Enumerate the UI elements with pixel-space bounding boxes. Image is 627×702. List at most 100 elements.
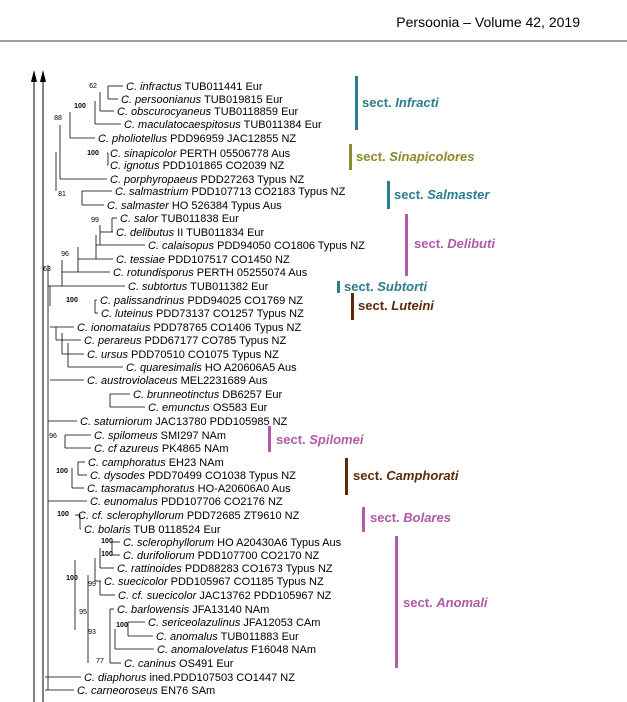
taxon-label: C. ignotus PDD101865 CO2039 NZ xyxy=(110,160,285,172)
taxon-label: C. maculatocaespitosus TUB011384 Eur xyxy=(124,119,322,131)
section-label: sect. Bolares xyxy=(370,510,451,525)
taxon-label: C. anomalus TUB011883 Eur xyxy=(156,631,299,643)
section-prefix: sect. xyxy=(394,187,424,202)
taxon-name: C. saturniorum xyxy=(80,416,152,428)
taxon-voucher: PDD70499 CO1038 Typus NZ xyxy=(148,470,296,482)
taxon-voucher: PDD72685 ZT9610 NZ xyxy=(187,510,300,522)
taxon-name: C. palissandrinus xyxy=(100,295,185,307)
taxon-name: C. austroviolaceus xyxy=(87,375,178,387)
taxon-name: C. cf. sclerophyllorum xyxy=(78,510,184,522)
taxon-name: C. bolaris xyxy=(84,524,131,536)
taxon-name: C. maculatocaespitosus xyxy=(124,119,241,131)
section-prefix: sect. xyxy=(344,279,374,294)
taxon-voucher: PDD107713 CO2183 Typus NZ xyxy=(191,186,345,198)
taxon-name: C. salmastrium xyxy=(115,186,188,198)
section-prefix: sect. xyxy=(414,236,444,251)
support-value: 93 xyxy=(88,629,96,636)
taxon-voucher: OS583 Eur xyxy=(213,402,268,414)
support-value: 88 xyxy=(54,115,62,122)
section-name: Subtorti xyxy=(377,279,427,294)
taxon-voucher: JFA12053 CAm xyxy=(243,617,320,629)
support-value: 100 xyxy=(66,575,78,582)
section-label: sect. Sinapicolores xyxy=(356,149,475,164)
taxon-voucher: JAC13780 PDD105985 NZ xyxy=(155,416,287,428)
taxon-name: C. sericeolazulinus xyxy=(148,617,241,629)
section-name: Anomali xyxy=(435,595,488,610)
taxon-name: C. durifoliorum xyxy=(123,550,195,562)
taxon-voucher: F16048 NAm xyxy=(251,644,316,656)
section-bar xyxy=(268,426,271,452)
taxon-voucher: TUB011384 Eur xyxy=(244,119,322,131)
taxon-label: C. sinapicolor PERTH 05506778 Aus xyxy=(110,148,291,160)
taxon-label: C. brunneotinctus DB6257 Eur xyxy=(133,389,283,401)
taxon-label: C. rotundisporus PERTH 05255074 Aus xyxy=(113,267,308,279)
taxon-voucher: PK4865 NAm xyxy=(162,443,229,455)
taxon-name: C. sinapicolor xyxy=(110,148,178,160)
taxon-name: C. suecicolor xyxy=(104,576,169,588)
taxon-label: C. cf. suecicolor JAC13762 PDD105967 NZ xyxy=(118,590,332,602)
taxon-name: C. brunneotinctus xyxy=(133,389,220,401)
taxon-name: C. tasmacamphoratus xyxy=(87,483,195,495)
taxon-voucher: EH23 NAm xyxy=(169,457,224,469)
taxon-label: C. ionomataius PDD78765 CO1406 Typus NZ xyxy=(77,322,301,334)
taxon-label: C. cf. sclerophyllorum PDD72685 ZT9610 N… xyxy=(78,510,300,522)
taxon-label: C. diaphorus ined.PDD107503 CO1447 NZ xyxy=(84,672,295,684)
taxon-label: C. anomalovelatus F16048 NAm xyxy=(157,644,316,656)
taxon-voucher: PDD88283 CO1673 Typus NZ xyxy=(185,563,333,575)
section-label: sect. Anomali xyxy=(403,595,488,610)
section-prefix: sect. xyxy=(370,510,400,525)
taxon-name: C. spilomeus xyxy=(94,430,158,442)
support-value: 100 xyxy=(57,511,69,518)
taxon-label: C. sericeolazulinus JFA12053 CAm xyxy=(148,617,320,629)
taxon-voucher: HO-A20606A0 Aus xyxy=(198,483,291,495)
section-label: sect. Luteini xyxy=(358,298,434,313)
arrow-head xyxy=(40,70,46,82)
taxon-label: C. tessiae PDD107517 CO1450 NZ xyxy=(116,254,290,266)
taxon-name: C. persoonianus xyxy=(121,94,202,106)
taxon-voucher: II TUB011834 Eur xyxy=(177,227,264,239)
taxon-label: C. palissandrinus PDD94025 CO1769 NZ xyxy=(100,295,303,307)
taxon-voucher: PDD105967 CO1185 Typus NZ xyxy=(171,576,324,588)
taxon-voucher: TUB011382 Eur xyxy=(190,281,268,293)
support-value: 63 xyxy=(43,266,51,273)
section-prefix: sect. xyxy=(358,298,388,313)
taxon-voucher: TUB011441 Eur xyxy=(185,81,263,93)
taxon-voucher: TUB 0118524 Eur xyxy=(133,524,221,536)
taxon-label: C. sclerophyllorum HO A20430A6 Typus Aus xyxy=(123,537,342,549)
taxon-label: C. infractus TUB011441 Eur xyxy=(126,81,263,93)
taxon-voucher: PDD70510 CO1075 Typus NZ xyxy=(131,349,279,361)
taxon-name: C. rattinoides xyxy=(117,563,182,575)
section-name: Camphorati xyxy=(386,468,459,483)
section-bar xyxy=(395,536,398,668)
section-prefix: sect. xyxy=(276,432,306,447)
taxon-voucher: HO 526384 Typus Aus xyxy=(172,200,282,212)
taxon-name: C. rotundisporus xyxy=(113,267,194,279)
taxon-label: C. cf azureus PK4865 NAm xyxy=(94,443,229,455)
taxon-voucher: TUB0118859 Eur xyxy=(214,106,299,118)
section-bar xyxy=(345,458,348,495)
taxon-label: C. rattinoides PDD88283 CO1673 Typus NZ xyxy=(117,563,333,575)
taxon-label: C. calaisopus PDD94050 CO1806 Typus NZ xyxy=(148,240,365,252)
taxon-label: C. pholiotellus PDD96959 JAC12855 NZ xyxy=(98,133,296,145)
taxon-label: C. austroviolaceus MEL2231689 Aus xyxy=(87,375,268,387)
taxon-voucher: OS491 Eur xyxy=(179,658,234,670)
section-name: Sinapicolores xyxy=(389,149,474,164)
taxon-voucher: TUB011838 Eur xyxy=(161,213,239,225)
taxon-voucher: PDD73137 CO1257 Typus NZ xyxy=(156,308,304,320)
taxon-name: C. salmaster xyxy=(107,200,170,212)
taxon-voucher: ined.PDD107503 CO1447 NZ xyxy=(149,672,295,684)
taxon-voucher: PERTH 05506778 Aus xyxy=(180,148,291,160)
taxon-name: C. barlowensis xyxy=(117,604,190,616)
taxon-name: C. ursus xyxy=(87,349,128,361)
support-value: 81 xyxy=(58,191,66,198)
taxon-label: C. emunctus OS583 Eur xyxy=(148,402,268,414)
section-label: sect. Spilomei xyxy=(276,432,364,447)
support-value: 100 xyxy=(66,297,78,304)
section-name: Spilomei xyxy=(309,432,364,447)
taxon-name: C. perareus xyxy=(84,335,142,347)
support-value: 100 xyxy=(116,622,128,629)
section-bar xyxy=(351,293,354,320)
taxon-name: C. obscurocyaneus xyxy=(117,106,212,118)
taxon-label: C. salmastrium PDD107713 CO2183 Typus NZ xyxy=(115,186,346,198)
section-label: sect. Camphorati xyxy=(353,468,459,483)
